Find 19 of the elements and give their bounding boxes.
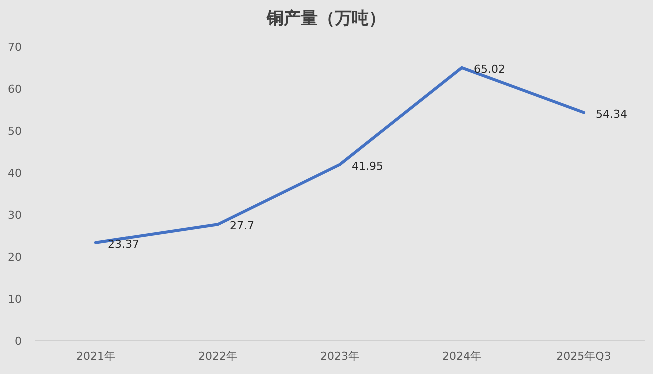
- x-tick-label: 2022年: [198, 350, 238, 363]
- data-label: 41.95: [352, 160, 384, 173]
- data-label: 27.7: [230, 220, 254, 233]
- y-tick-label: 60: [8, 83, 22, 96]
- y-tick-label: 10: [8, 293, 22, 306]
- data-label: 54.34: [596, 108, 628, 121]
- data-label: 65.02: [474, 62, 506, 76]
- x-tick-label: 2025年Q3: [556, 350, 612, 363]
- y-tick-label: 0: [15, 335, 22, 348]
- x-tick-label: 2021年: [76, 350, 116, 363]
- x-tick-label: 2024年: [442, 350, 482, 363]
- y-tick-label: 30: [8, 209, 22, 222]
- y-tick-label: 50: [8, 125, 22, 138]
- x-tick-label: 2023年: [320, 350, 360, 363]
- chart-title: 铜产量（万吨）: [266, 9, 386, 29]
- y-tick-label: 20: [8, 251, 22, 264]
- y-tick-label: 40: [8, 167, 22, 180]
- y-tick-label: 70: [8, 41, 22, 54]
- data-label: 23.37: [108, 238, 140, 251]
